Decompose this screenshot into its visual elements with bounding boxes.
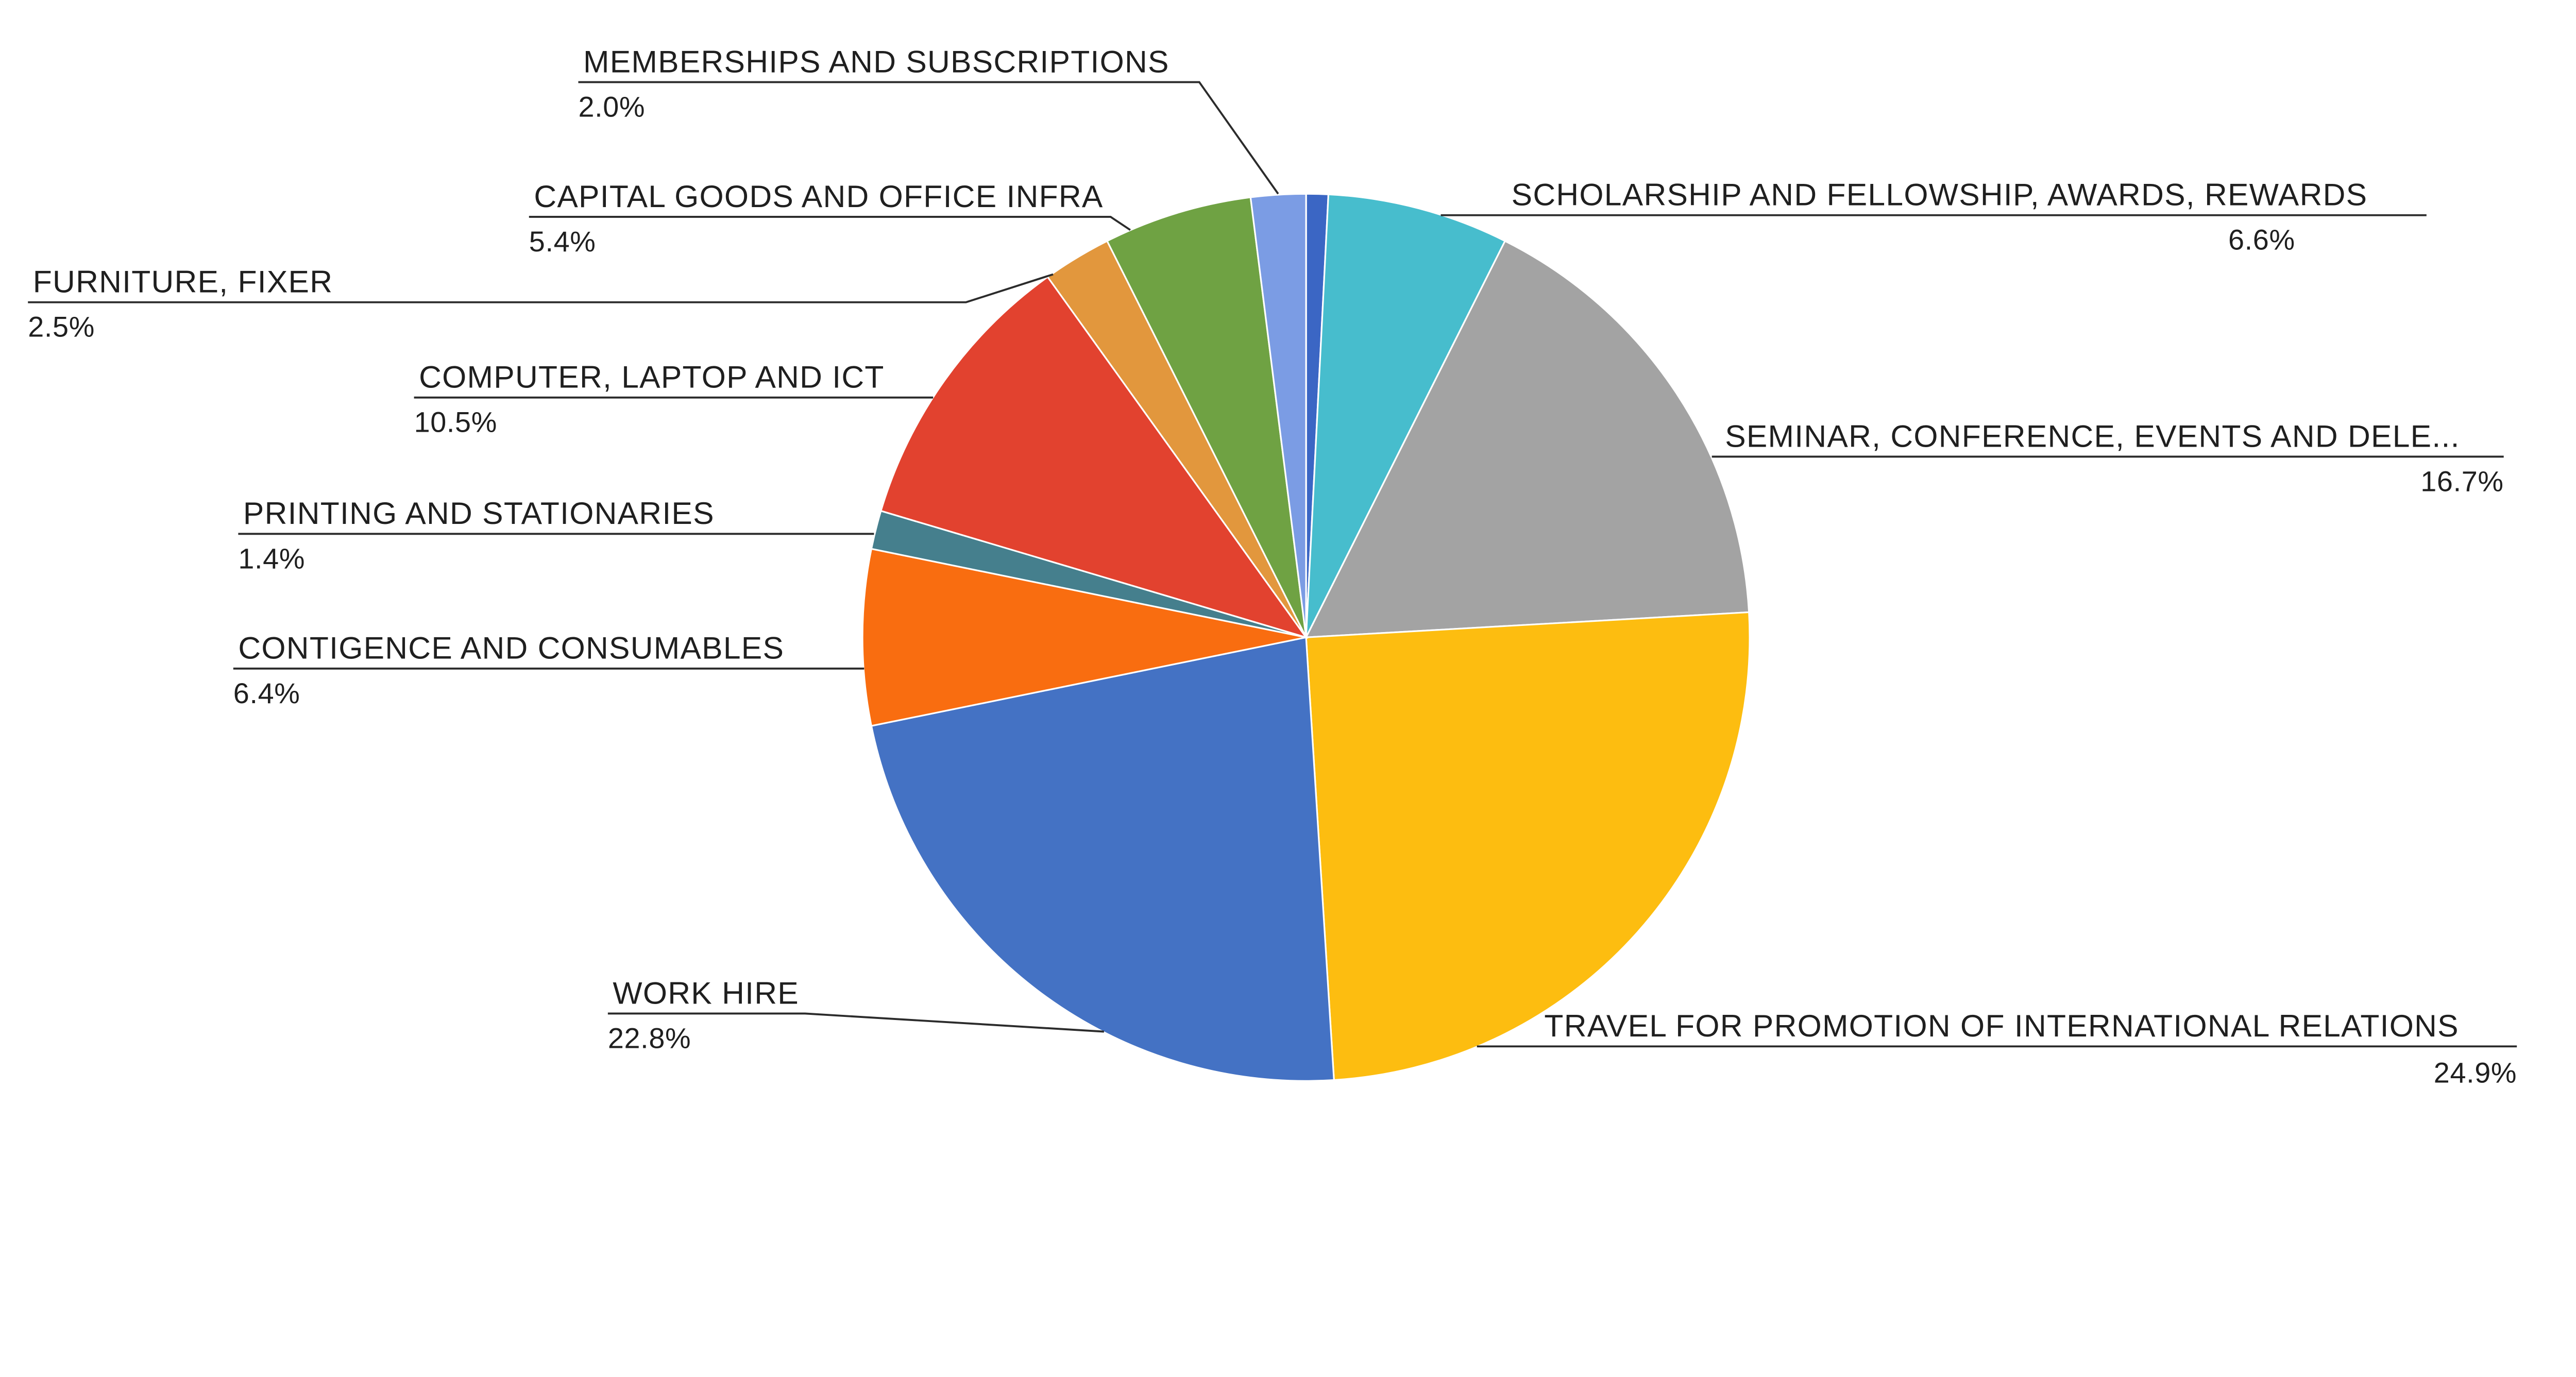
pie-slice-capital-goods-and-office-infra [1106,196,1307,638]
slice-label-work-hire: WORK HIRE [613,975,799,1010]
slice-label-travel-for-promotion-of-international-relations: TRAVEL FOR PROMOTION OF INTERNATIONAL RE… [1544,1008,2459,1043]
pie-slice-travel-for-promotion-of-international-relations [1305,611,1751,1081]
slice-label-furniture-fixer: FURNITURE, FIXER [33,264,333,299]
pie-slice-seminar-conference-events-and-dele [1304,240,1750,638]
slice-label-capital-goods-and-office-infra: CAPITAL GOODS AND OFFICE INFRA [534,179,1103,214]
pie-slice-memberships-and-subscriptions [1249,193,1307,638]
leader-line-furniture-fixer [28,273,1054,303]
leader-line-memberships-and-subscriptions [578,81,1279,195]
pie-slice-computer-laptop-and-ict [879,276,1309,639]
pie-slice-work-hire [870,636,1335,1082]
slice-label-scholarship-and-fellowship-awards-rewards: SCHOLARSHIP AND FELLOWSHIP, AWARDS, REWA… [1512,177,2368,212]
slice-label-contigence-and-consumables: CONTIGENCE AND CONSUMABLES [238,631,784,666]
slice-percent-memberships-and-subscriptions: 2.0% [578,90,645,123]
slice-label-printing-and-stationaries: PRINTING AND STATIONARIES [243,496,715,531]
pie-slice-contigence-and-consumables [861,548,1307,727]
pie-chart-figure: SCHOLARSHIP AND FELLOWSHIP, AWARDS, REWA… [28,44,2517,1089]
slice-percent-furniture-fixer: 2.5% [28,311,95,343]
slice-percent-work-hire: 22.8% [608,1022,691,1054]
slice-label-computer-laptop-and-ict: COMPUTER, LAPTOP AND ICT [419,360,885,395]
leader-line-work-hire [607,1012,1104,1033]
slice-percent-printing-and-stationaries: 1.4% [238,542,305,574]
leader-line-capital-goods-and-office-infra [529,216,1131,231]
pie-chart-canvas: SCHOLARSHIP AND FELLOWSHIP, AWARDS, REWA… [28,44,2517,1089]
slice-label-memberships-and-subscriptions: MEMBERSHIPS AND SUBSCRIPTIONS [583,44,1170,79]
slice-percent-scholarship-and-fellowship-awards-rewards: 6.6% [2228,224,2295,256]
slice-percent-capital-goods-and-office-infra: 5.4% [529,225,596,258]
slice-percent-contigence-and-consumables: 6.4% [233,677,300,709]
slice-percent-travel-for-promotion-of-international-relations: 24.9% [2434,1056,2517,1089]
slice-percent-computer-laptop-and-ict: 10.5% [414,406,497,438]
slice-label-seminar-conference-events-and-dele: SEMINAR, CONFERENCE, EVENTS AND DELE... [1725,418,2460,453]
pie-slice-scholarship-and-fellowship-awards-rewards [1305,193,1506,638]
slice-percent-seminar-conference-events-and-dele: 16.7% [2420,465,2503,497]
